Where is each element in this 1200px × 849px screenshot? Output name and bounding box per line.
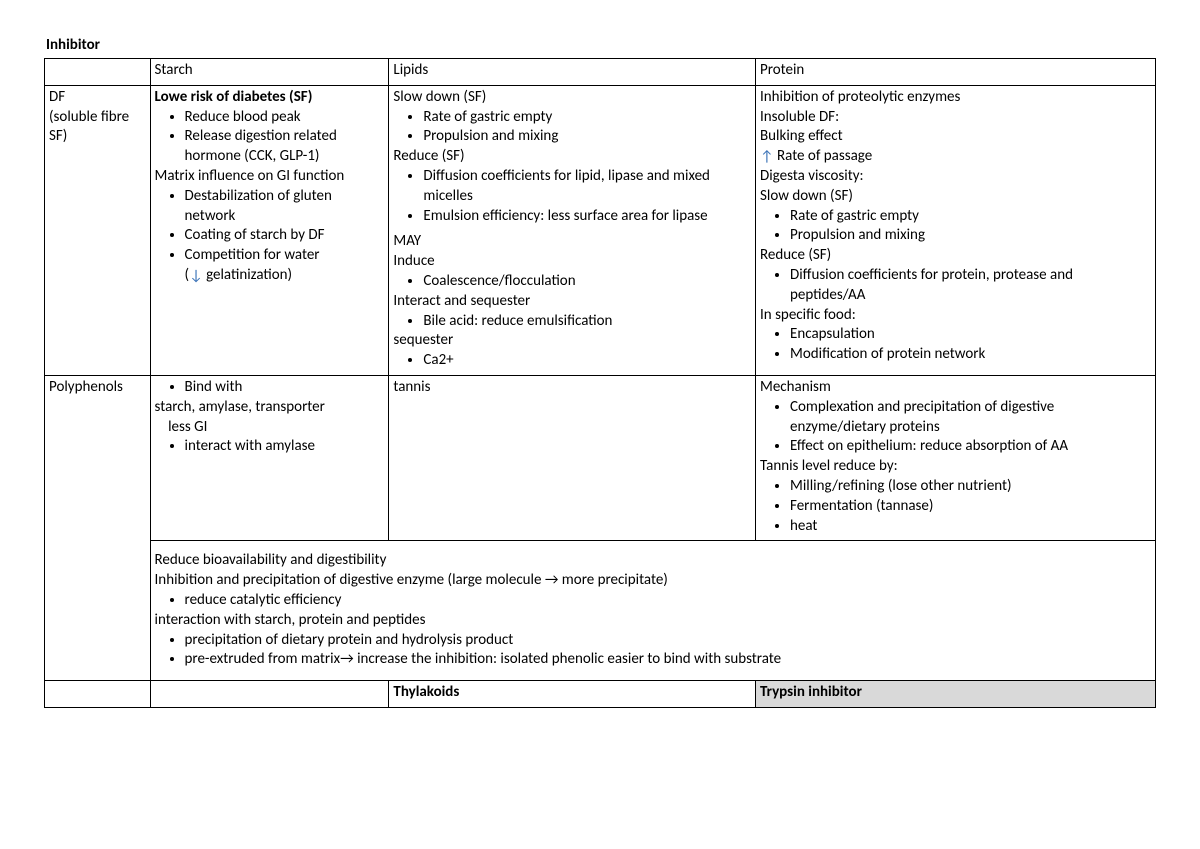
down-arrow-icon: ↓ [189, 267, 203, 287]
df-lip-line1: Slow down (SF) [393, 88, 486, 106]
df-pro-b1: Rate of gastric empty [790, 207, 1151, 227]
df-pro-line3: Bulking effect [760, 127, 843, 145]
cell-df-lipids: Slow down (SF) Rate of gastric empty Pro… [389, 85, 756, 375]
poly-starch-b1a: Bind with [185, 378, 385, 398]
last-col1 [45, 681, 151, 708]
df-lip-b7: Ca2+ [423, 351, 751, 371]
df-starch-line2: Matrix influence on GI function [155, 167, 345, 185]
df-pro-line5: Digesta viscosity: [760, 167, 864, 185]
df-lip-line2: Reduce (SF) [393, 147, 464, 165]
poly-pro-list1: Complexation and precipitation of digest… [774, 398, 1151, 457]
row-df: DF (soluble fibre SF) Lowe risk of diabe… [45, 85, 1156, 375]
sum-line1: Reduce bioavailability and digestibility [155, 551, 387, 569]
poly-pro-line1: Mechanism [760, 378, 831, 396]
sum-b1: reduce catalytic efficiency [185, 591, 1151, 611]
up-arrow-icon: ↑ [760, 148, 774, 168]
df-lip-list3: Coalescence/flocculation [407, 272, 751, 292]
sum-line3: interaction with starch, protein and pep… [155, 611, 426, 629]
df-pro-line6: Slow down (SF) [760, 187, 853, 205]
df-starch-b2: Release digestion related hormone (CCK, … [185, 127, 385, 167]
poly-starch-b2: interact with amylase [185, 437, 385, 457]
df-label-1: DF [49, 88, 65, 106]
df-lip-may: MAY [393, 232, 421, 250]
poly-pro-list2: Milling/refining (lose other nutrient) F… [774, 477, 1151, 536]
poly-pro-b2: Effect on epithelium: reduce absorption … [790, 437, 1151, 457]
last-lipids: Thylakoids [389, 681, 756, 708]
df-lip-b4: Emulsion efficiency: less surface area f… [423, 207, 751, 227]
cell-df-protein: Inhibition of proteolytic enzymes Insolu… [756, 85, 1156, 375]
df-lip-list2: Diffusion coefficients for lipid, lipase… [407, 167, 751, 226]
df-lip-line5: sequester [393, 331, 453, 349]
page-title: Inhibitor [44, 36, 1156, 54]
df-lip-line4: Interact and sequester [393, 292, 530, 310]
df-lip-list4: Bile acid: reduce emulsification [407, 312, 751, 332]
cell-df-starch: Lowe risk of diabetes (SF) Reduce blood … [150, 85, 389, 375]
cell-poly-summary: Reduce bioavailability and digestibility… [150, 541, 1155, 681]
df-starch-b5a: Competition for water [185, 246, 320, 264]
df-pro-line7: Reduce (SF) [760, 246, 831, 264]
header-lipids: Lipids [389, 59, 756, 86]
df-starch-list1: Reduce blood peak Release digestion rela… [169, 108, 385, 167]
sum-list1: reduce catalytic efficiency [169, 591, 1151, 611]
df-pro-line1: Inhibition of proteolytic enzymes [760, 88, 960, 106]
rowhdr-df: DF (soluble fibre SF) [45, 85, 151, 375]
poly-pro-b4: Fermentation (tannase) [790, 497, 1151, 517]
df-starch-b5-close: gelatinization) [203, 266, 292, 284]
df-starch-b5: Competition for water (↓ gelatinization) [185, 246, 385, 286]
df-pro-line8: In specific food: [760, 306, 856, 324]
df-starch-list2: Destabilization of gluten network Coatin… [169, 187, 385, 286]
df-pro-line4: Rate of passage [774, 147, 873, 165]
sum-line2: Inhibition and precipitation of digestiv… [155, 571, 668, 589]
df-pro-list1: Rate of gastric empty Propulsion and mix… [774, 207, 1151, 247]
cell-poly-protein: Mechanism Complexation and precipitation… [756, 375, 1156, 540]
df-pro-line2: Insoluble DF: [760, 108, 839, 126]
header-blank [45, 59, 151, 86]
poly-starch-line1: starch, amylase, transporter [155, 398, 325, 416]
cell-poly-starch: Bind with starch, amylase, transporter l… [150, 375, 389, 540]
df-lip-b6: Bile acid: reduce emulsification [423, 312, 751, 332]
df-label-2: (soluble fibre SF) [49, 108, 129, 146]
df-pro-b3: Diffusion coefficients for protein, prot… [790, 266, 1151, 306]
cell-poly-lipids: tannis [389, 375, 756, 540]
poly-starch-indent: less GI [155, 418, 208, 436]
df-lip-list1: Rate of gastric empty Propulsion and mix… [407, 108, 751, 148]
table-header-row: Starch Lipids Protein [45, 59, 1156, 86]
df-pro-b4: Encapsulation [790, 325, 1151, 345]
df-starch-b4: Coating of starch by DF [185, 226, 385, 246]
df-lip-b3: Diffusion coefficients for lipid, lipase… [423, 167, 751, 207]
row-poly-summary: Reduce bioavailability and digestibility… [45, 541, 1156, 681]
inhibitor-table: Starch Lipids Protein DF (soluble fibre … [44, 58, 1156, 708]
df-pro-b5: Modification of protein network [790, 345, 1151, 365]
rowhdr-polyphenols: Polyphenols [45, 375, 151, 680]
header-starch: Starch [150, 59, 389, 86]
poly-starch-list2: interact with amylase [169, 437, 385, 457]
document-page: Inhibitor Starch Lipids Protein DF (solu… [0, 0, 1200, 849]
df-pro-list3: Encapsulation Modification of protein ne… [774, 325, 1151, 365]
df-starch-b3: Destabilization of gluten network [185, 187, 385, 227]
df-lip-b5: Coalescence/flocculation [423, 272, 751, 292]
df-pro-b2: Propulsion and mixing [790, 226, 1151, 246]
poly-pro-line2: Tannis level reduce by: [760, 457, 898, 475]
poly-pro-b1: Complexation and precipitation of digest… [790, 398, 1151, 438]
sum-b3: pre-extruded from matrix→ increase the i… [185, 650, 1151, 670]
df-starch-b1: Reduce blood peak [185, 108, 385, 128]
row-last: Thylakoids Trypsin inhibitor [45, 681, 1156, 708]
df-lip-b1: Rate of gastric empty [423, 108, 751, 128]
poly-starch-list1: Bind with [169, 378, 385, 398]
df-lip-b2: Propulsion and mixing [423, 127, 751, 147]
last-col2 [150, 681, 389, 708]
df-starch-bold: Lowe risk of diabetes (SF) [155, 88, 313, 106]
df-pro-list2: Diffusion coefficients for protein, prot… [774, 266, 1151, 306]
df-lip-line3: Induce [393, 252, 434, 270]
sum-list2: precipitation of dietary protein and hyd… [169, 631, 1151, 671]
df-lip-list5: Ca2+ [407, 351, 751, 371]
last-protein: Trypsin inhibitor [756, 681, 1156, 708]
poly-pro-b3: Milling/refining (lose other nutrient) [790, 477, 1151, 497]
row-polyphenols: Polyphenols Bind with starch, amylase, t… [45, 375, 1156, 540]
poly-pro-b5: heat [790, 517, 1151, 537]
sum-b2: precipitation of dietary protein and hyd… [185, 631, 1151, 651]
header-protein: Protein [756, 59, 1156, 86]
